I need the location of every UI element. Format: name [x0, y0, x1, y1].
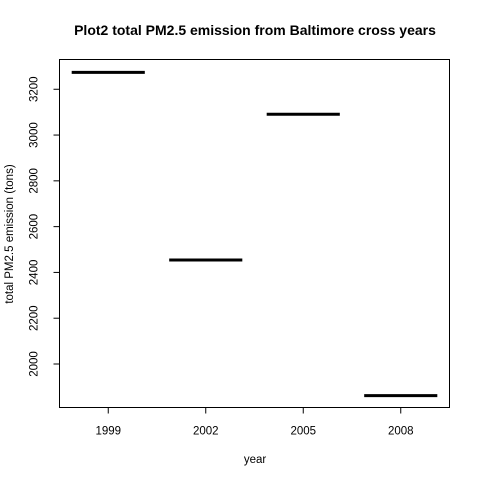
plot-area-box	[59, 59, 450, 408]
y-axis-label: total PM2.5 emission (tons)	[4, 164, 16, 304]
y-tick-label: 2400	[29, 260, 41, 286]
x-tick-label: 2008	[388, 426, 414, 438]
chart-title: Plot2 total PM2.5 emission from Baltimor…	[74, 22, 436, 38]
x-tick-label: 1999	[95, 426, 121, 438]
y-axis: 2000 2200 2400 2600 2800 3000 3200	[29, 76, 60, 377]
y-tick-label: 3000	[29, 122, 41, 148]
y-tick-label: 2600	[29, 214, 41, 240]
y-tick-label: 3200	[29, 76, 41, 102]
y-tick-label: 2200	[29, 305, 41, 331]
y-tick-label: 2800	[29, 168, 41, 194]
x-tick-label: 2002	[193, 426, 219, 438]
data-marks	[71, 70, 438, 398]
y-tick-label: 2000	[29, 351, 41, 377]
x-tick-label: 2005	[290, 426, 316, 438]
x-axis: 1999 2002 2005 2008	[95, 407, 414, 438]
x-axis-label: year	[244, 454, 267, 466]
